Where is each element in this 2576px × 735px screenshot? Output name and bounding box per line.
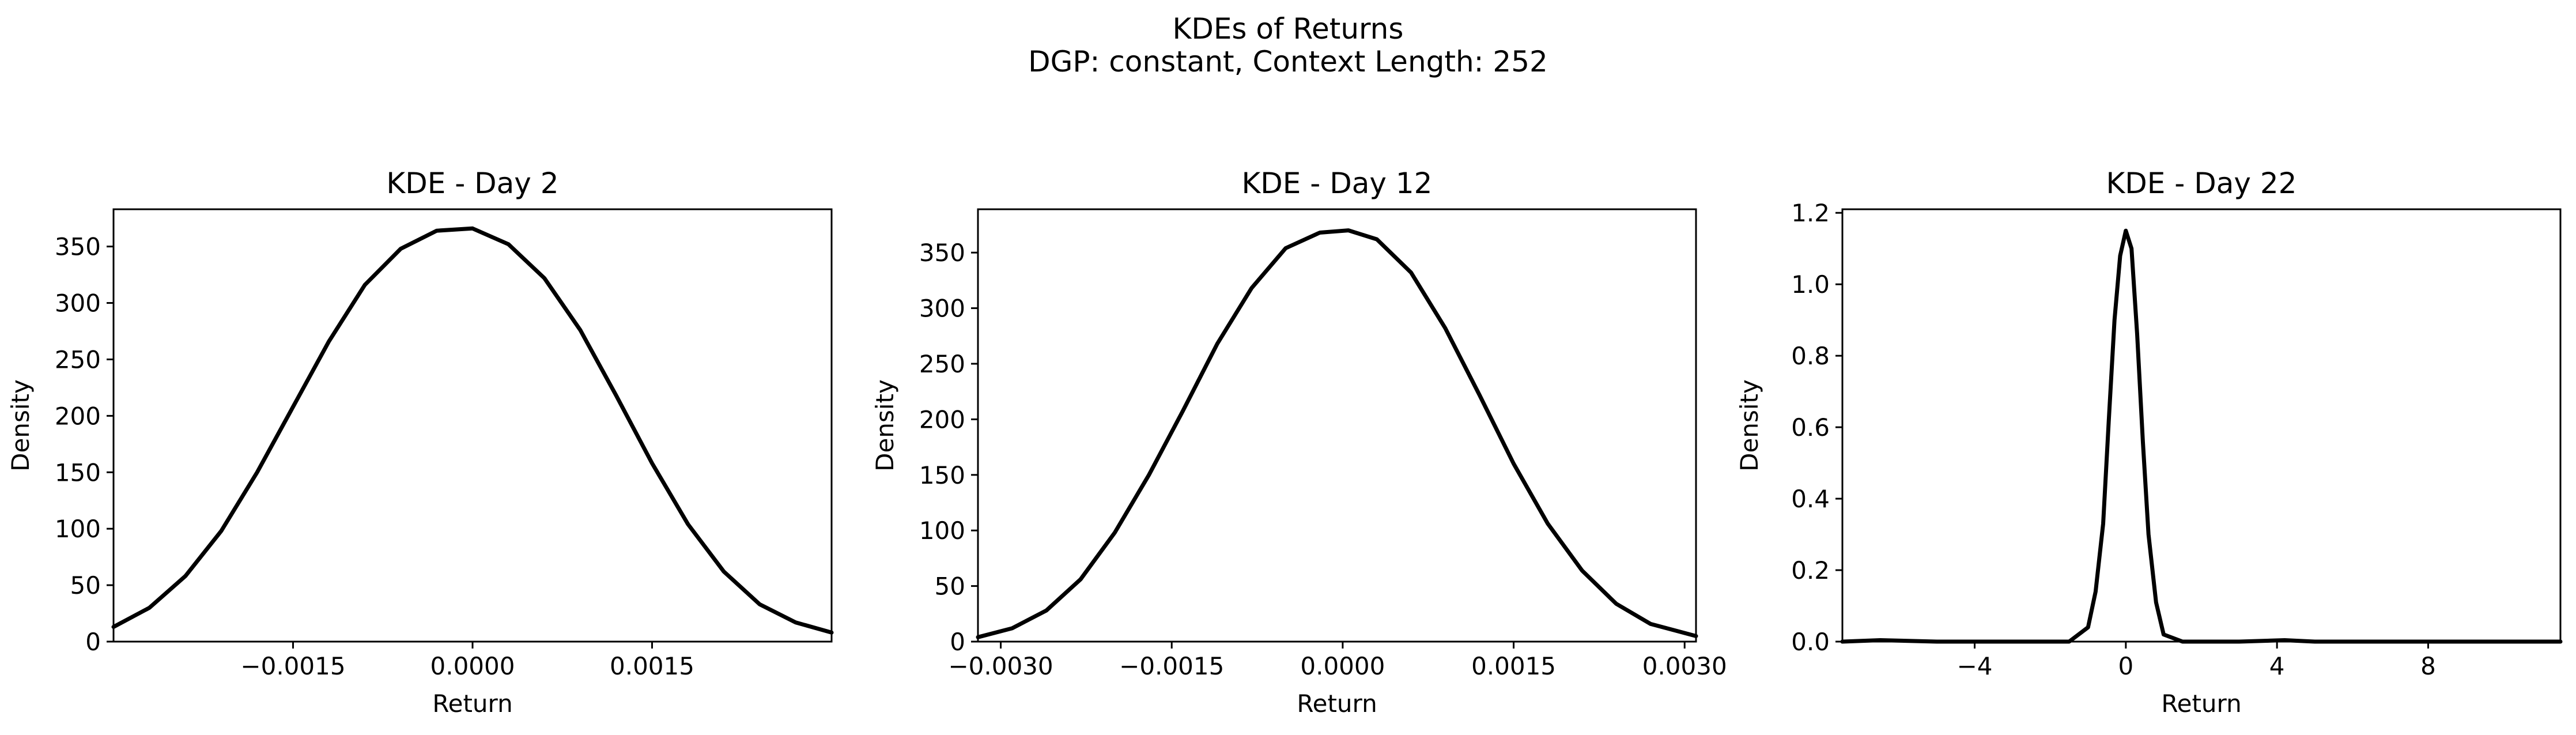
x-axis-label: Return [1297, 689, 1377, 718]
x-tick-label: −4 [1957, 652, 1993, 680]
subplot-2: −0.0030 −0.0015 0.0000 0.0015 0.0030 0 50 100 15… [871, 167, 1727, 718]
figure-title-line-2: DGP: constant, Context Length: 252 [1028, 45, 1548, 78]
y-tick-label: 1.0 [1791, 270, 1830, 299]
x-tick-label: 0.0015 [1471, 652, 1556, 680]
axes-frame-3 [1841, 208, 2562, 643]
y-axis-label: Density [1735, 379, 1763, 472]
y-tick-label: 0.4 [1791, 485, 1830, 513]
subplot-title: KDE - Day 22 [2106, 167, 2297, 200]
x-tick-label: 0.0000 [430, 652, 515, 680]
y-tick-label: 50 [70, 571, 101, 600]
y-tick-label: 0 [950, 628, 965, 656]
y-tick-label: 250 [55, 345, 101, 374]
y-tick-label: 200 [55, 402, 101, 430]
y-tick-label: 1.2 [1791, 199, 1830, 227]
y-tick-label: 150 [55, 458, 101, 487]
x-tick-label: 4 [2269, 652, 2285, 680]
y-tick-label: 200 [919, 405, 965, 434]
x-tick-label: −0.0030 [948, 652, 1053, 680]
axes-frame-2 [977, 208, 1697, 643]
x-tick-label: 8 [2420, 652, 2436, 680]
subplot-title: KDE - Day 2 [386, 167, 558, 200]
y-tick-label: 250 [919, 350, 965, 378]
y-tick-label: 100 [55, 515, 101, 543]
x-tick-label: 0.0030 [1642, 652, 1727, 680]
subplot-panels: −0.0015 0.0000 0.0015050100150200250300350… [6, 167, 2563, 718]
subplot-1: −0.0015 0.0000 0.0015 0 50 100 150 200 250 300 350… [6, 167, 834, 718]
kde-line-3-1 [1840, 228, 2563, 644]
x-tick-label: −0.0015 [240, 652, 345, 680]
y-tick-label: 0.2 [1791, 556, 1830, 585]
y-tick-label: 0.6 [1791, 413, 1830, 442]
x-tick-label: 0 [2118, 652, 2133, 680]
y-axis-label: Density [871, 379, 899, 472]
axes-frame-1 [112, 208, 833, 643]
kde-line-1-1 [111, 226, 834, 635]
y-tick-label: 0.0 [1791, 628, 1830, 656]
kde-line-2-1 [976, 228, 1698, 639]
y-tick-label: 350 [919, 239, 965, 267]
y-tick-label: 300 [919, 295, 965, 323]
x-tick-label: −0.0015 [1119, 652, 1224, 680]
x-axis-label: Return [2161, 689, 2241, 718]
y-tick-label: 350 [55, 233, 101, 261]
y-tick-label: 0.8 [1791, 342, 1830, 370]
subplot-3: −4 0 4 8 0.0 0.2 0.4 0.6 0.8 1.0 1.2 KDE - Day 22 Re… [1735, 167, 2563, 718]
subplot-title: KDE - Day 12 [1242, 167, 1433, 200]
y-tick-label: 300 [55, 289, 101, 318]
y-tick-label: 0 [85, 628, 101, 656]
x-axis-label: Return [432, 689, 512, 718]
y-tick-label: 100 [919, 517, 965, 545]
x-tick-label: 0.0000 [1300, 652, 1385, 680]
y-axis-label: Density [6, 379, 35, 472]
y-tick-label: 150 [919, 461, 965, 489]
y-tick-label: 50 [935, 572, 965, 601]
x-tick-label: 0.0015 [610, 652, 694, 680]
figure-title-line-1: KDEs of Returns [1173, 12, 1404, 46]
